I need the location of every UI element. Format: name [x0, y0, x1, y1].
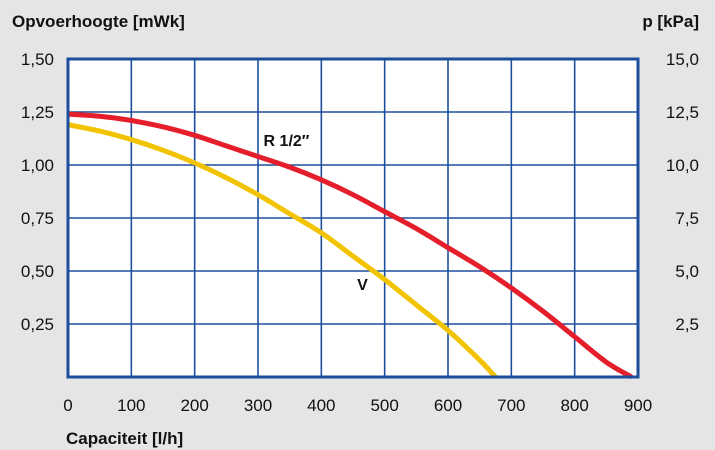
x-tick-label: 200 — [180, 396, 208, 415]
y-left-tick-label: 1,25 — [21, 103, 54, 122]
plot-border — [66, 57, 640, 379]
x-tick-label: 500 — [370, 396, 398, 415]
y-right-tick-label: 12,5 — [666, 103, 699, 122]
y-left-tick-label: 0,50 — [21, 262, 54, 281]
x-tick-label: 700 — [497, 396, 525, 415]
y-left-tick-label: 0,25 — [21, 315, 54, 334]
y-right-tick-label: 5,0 — [675, 262, 699, 281]
left-axis-title: Opvoerhoogte [mWk] — [12, 12, 185, 31]
y-right-tick-label: 10,0 — [666, 156, 699, 175]
curve-label-v: V — [357, 277, 368, 294]
tick-labels: 0 100 200 300 400 500 600 700 800 900 0,25 0,50 0,75… — [21, 50, 699, 415]
y-left-tick-label: 1,00 — [21, 156, 54, 175]
x-tick-label: 900 — [624, 396, 652, 415]
series-line-v — [67, 122, 498, 379]
x-tick-label: 400 — [307, 396, 335, 415]
x-tick-label: 600 — [434, 396, 462, 415]
annotations: R 1/2″ V — [264, 133, 369, 294]
x-axis-title: Capaciteit [l/h] — [66, 429, 183, 448]
x-tick-label: 100 — [117, 396, 145, 415]
right-axis-title: p [kPa] — [642, 12, 699, 31]
y-right-tick-label: 2,5 — [675, 315, 699, 334]
y-left-tick-label: 0,75 — [21, 209, 54, 228]
curve-label-r12: R 1/2″ — [264, 133, 310, 150]
series-group — [67, 111, 633, 380]
x-tick-label: 0 — [63, 396, 72, 415]
series-line-r12 — [67, 111, 633, 380]
y-left-tick-label: 1,50 — [21, 50, 54, 69]
y-right-tick-label: 15,0 — [666, 50, 699, 69]
y-right-tick-label: 7,5 — [675, 209, 699, 228]
x-tick-label: 800 — [560, 396, 588, 415]
x-tick-label: 300 — [244, 396, 272, 415]
